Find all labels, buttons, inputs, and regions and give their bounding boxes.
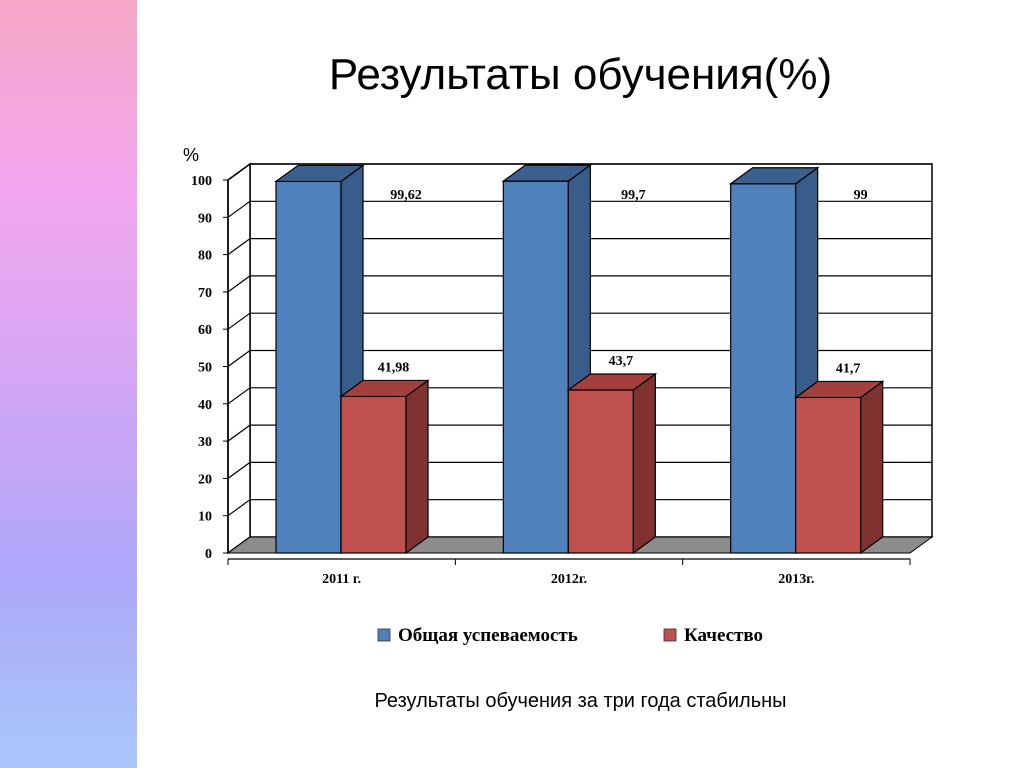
bar-kachestvo (566, 372, 658, 555)
x-tick-label: 2012г. (551, 572, 587, 587)
x-tick-label: 2013г. (778, 572, 814, 587)
bar-top (793, 380, 885, 399)
data-label: 41,7 (836, 361, 861, 376)
bar-front (502, 180, 569, 554)
data-label: 43,7 (609, 354, 634, 369)
gridline (227, 275, 932, 293)
gridline (227, 200, 932, 218)
legend-label-obshchaya-uspevaemost: Общая успеваемость (398, 625, 578, 646)
gridline (227, 499, 932, 517)
gridline (227, 461, 932, 479)
data-label: 99,62 (390, 188, 422, 203)
slide-title: Результаты обучения(%) (328, 50, 833, 99)
bar-top (728, 167, 820, 185)
decorative-side-band (0, 0, 137, 768)
bar-top (339, 379, 430, 398)
bar-side (632, 372, 656, 555)
slide-caption: Результаты обучения за три года стабильн… (374, 690, 787, 712)
y-tick-label: 30 (198, 435, 212, 450)
y-tick-label: 50 (198, 361, 212, 376)
legend-label-kachestvo: Качество (684, 625, 763, 646)
data-label: 41,98 (378, 360, 410, 375)
bar-front (567, 389, 634, 554)
legend-swatch-obshchaya-uspevaemost (377, 628, 391, 642)
bar-side (405, 379, 429, 555)
data-label: 99,7 (621, 188, 646, 203)
y-tick-label: 60 (198, 323, 212, 338)
data-label: 99 (854, 188, 868, 203)
gridline (227, 163, 932, 181)
bar-kachestvo (339, 379, 430, 555)
y-tick-label: 100 (191, 174, 212, 189)
y-tick-label: 10 (198, 510, 212, 525)
gridline (227, 387, 932, 405)
bar-front (730, 183, 797, 554)
y-tick-label: 20 (198, 472, 212, 487)
gridline (227, 349, 932, 367)
gridline (227, 238, 932, 256)
gridline (227, 424, 932, 442)
y-tick-label: 0 (205, 547, 212, 562)
bar-front (795, 396, 862, 554)
y-tick-label: 80 (198, 249, 212, 264)
bar-front (340, 395, 407, 554)
bar-top (566, 373, 658, 391)
gridline (227, 312, 932, 330)
bar-side (860, 380, 884, 555)
bar-obshchaya-uspevaemost (501, 163, 593, 555)
legend-swatch-kachestvo (663, 628, 677, 642)
y-tick-label: 90 (198, 211, 212, 226)
bar-top (501, 164, 593, 182)
x-tick-label: 2011 г. (322, 572, 361, 587)
y-axis-label: % (183, 145, 199, 165)
y-tick-label: 70 (198, 286, 212, 301)
y-tick-label: 40 (198, 398, 212, 413)
bar-top (274, 164, 365, 183)
bar-kachestvo (793, 380, 885, 555)
bar-front (275, 180, 342, 554)
